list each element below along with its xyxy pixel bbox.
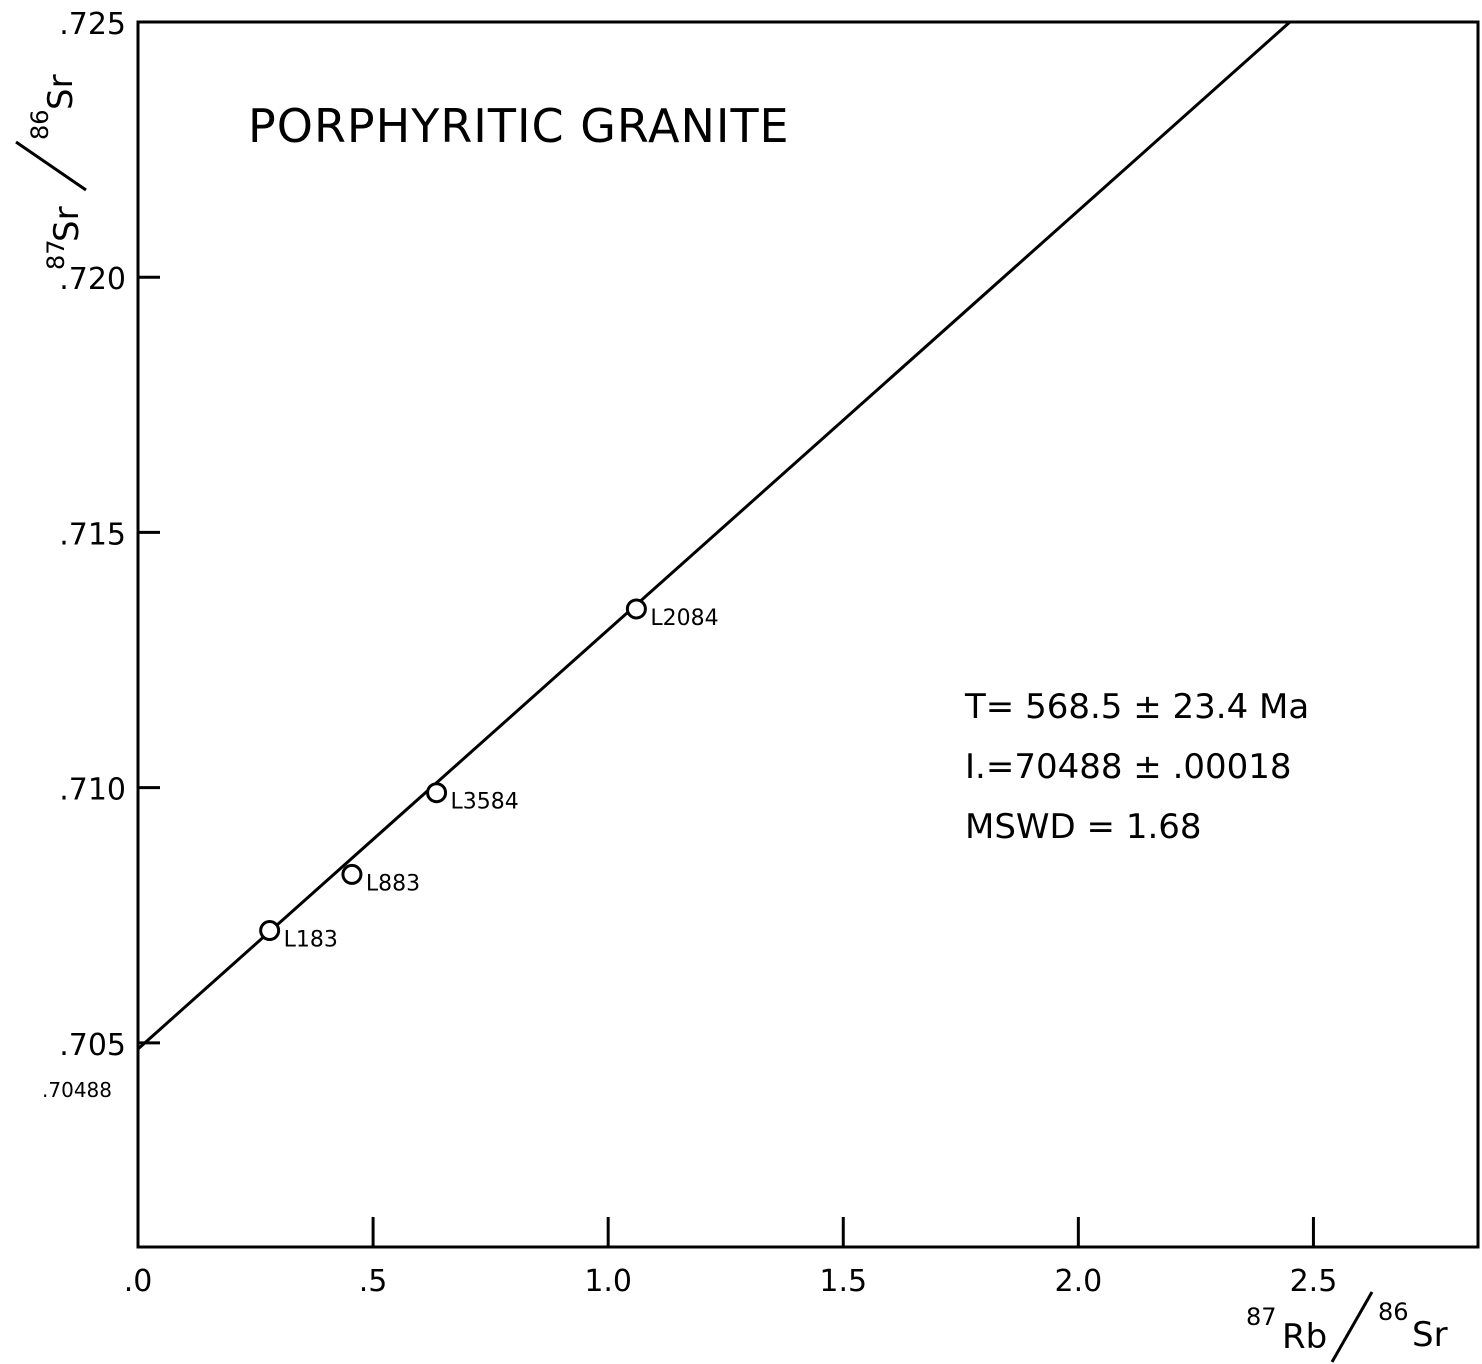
y-intercept-label: .70488 [42,1078,112,1102]
isochron-line [137,20,1291,1051]
x-tick-label: 1.0 [584,1264,632,1299]
y-label-el1: Sr [47,206,87,242]
data-point-label: L883 [366,871,420,896]
data-point-label: L2084 [650,606,718,631]
x-label-iso2: 86 [1378,1298,1409,1326]
x-label-el1: Rb [1282,1317,1327,1357]
y-label-slash [15,140,87,192]
y-axis-ticks: .705 .710 .715 .720 .725 .70488 [42,7,160,1102]
data-point [625,598,647,620]
mswd-annotation: MSWD = 1.68 [965,807,1202,847]
y-tick-label: .715 [59,517,126,552]
x-tick-label: 2.5 [1290,1264,1338,1299]
x-tick-label: 1.5 [819,1264,867,1299]
y-label-iso1: 87 [42,239,70,270]
isochron-statistics: T= 568.5 ± 23.4 Ma I.=70488 ± .00018 MSW… [964,687,1309,847]
data-point [259,920,281,942]
y-tick-label: .720 [59,262,126,297]
plot-frame [136,20,1480,1249]
x-label-slash [1330,1291,1374,1363]
data-point-label: L3584 [451,790,519,815]
y-label-iso2: 86 [26,109,54,140]
y-tick-label: .705 [59,1028,126,1063]
x-label-iso1: 87 [1246,1303,1277,1331]
x-tick-label: .5 [359,1264,388,1299]
y-tick-label: .710 [59,773,126,808]
x-label-el2: Sr [1412,1315,1448,1355]
data-point-label: L183 [284,928,338,953]
y-tick-label: .725 [59,7,126,42]
chart-title: PORPHYRITIC GRANITE [248,99,790,153]
x-tick-label: 2.0 [1054,1264,1102,1299]
age-annotation: T= 568.5 ± 23.4 Ma [964,687,1309,727]
data-point [341,863,363,885]
initial-ratio-annotation: I.=70488 ± .00018 [965,747,1292,787]
x-axis-label: 87 Rb 86 Sr [1246,1291,1448,1363]
data-point [426,782,448,804]
y-axis-label: 87 Sr 86 Sr [15,74,87,270]
x-axis-ticks: .0 .5 1.0 1.5 2.0 2.5 [124,1217,1338,1299]
x-tick-label: .0 [124,1264,153,1299]
y-label-el2: Sr [41,74,81,110]
data-points: L183 L883 L3584 L2084 [259,598,719,953]
